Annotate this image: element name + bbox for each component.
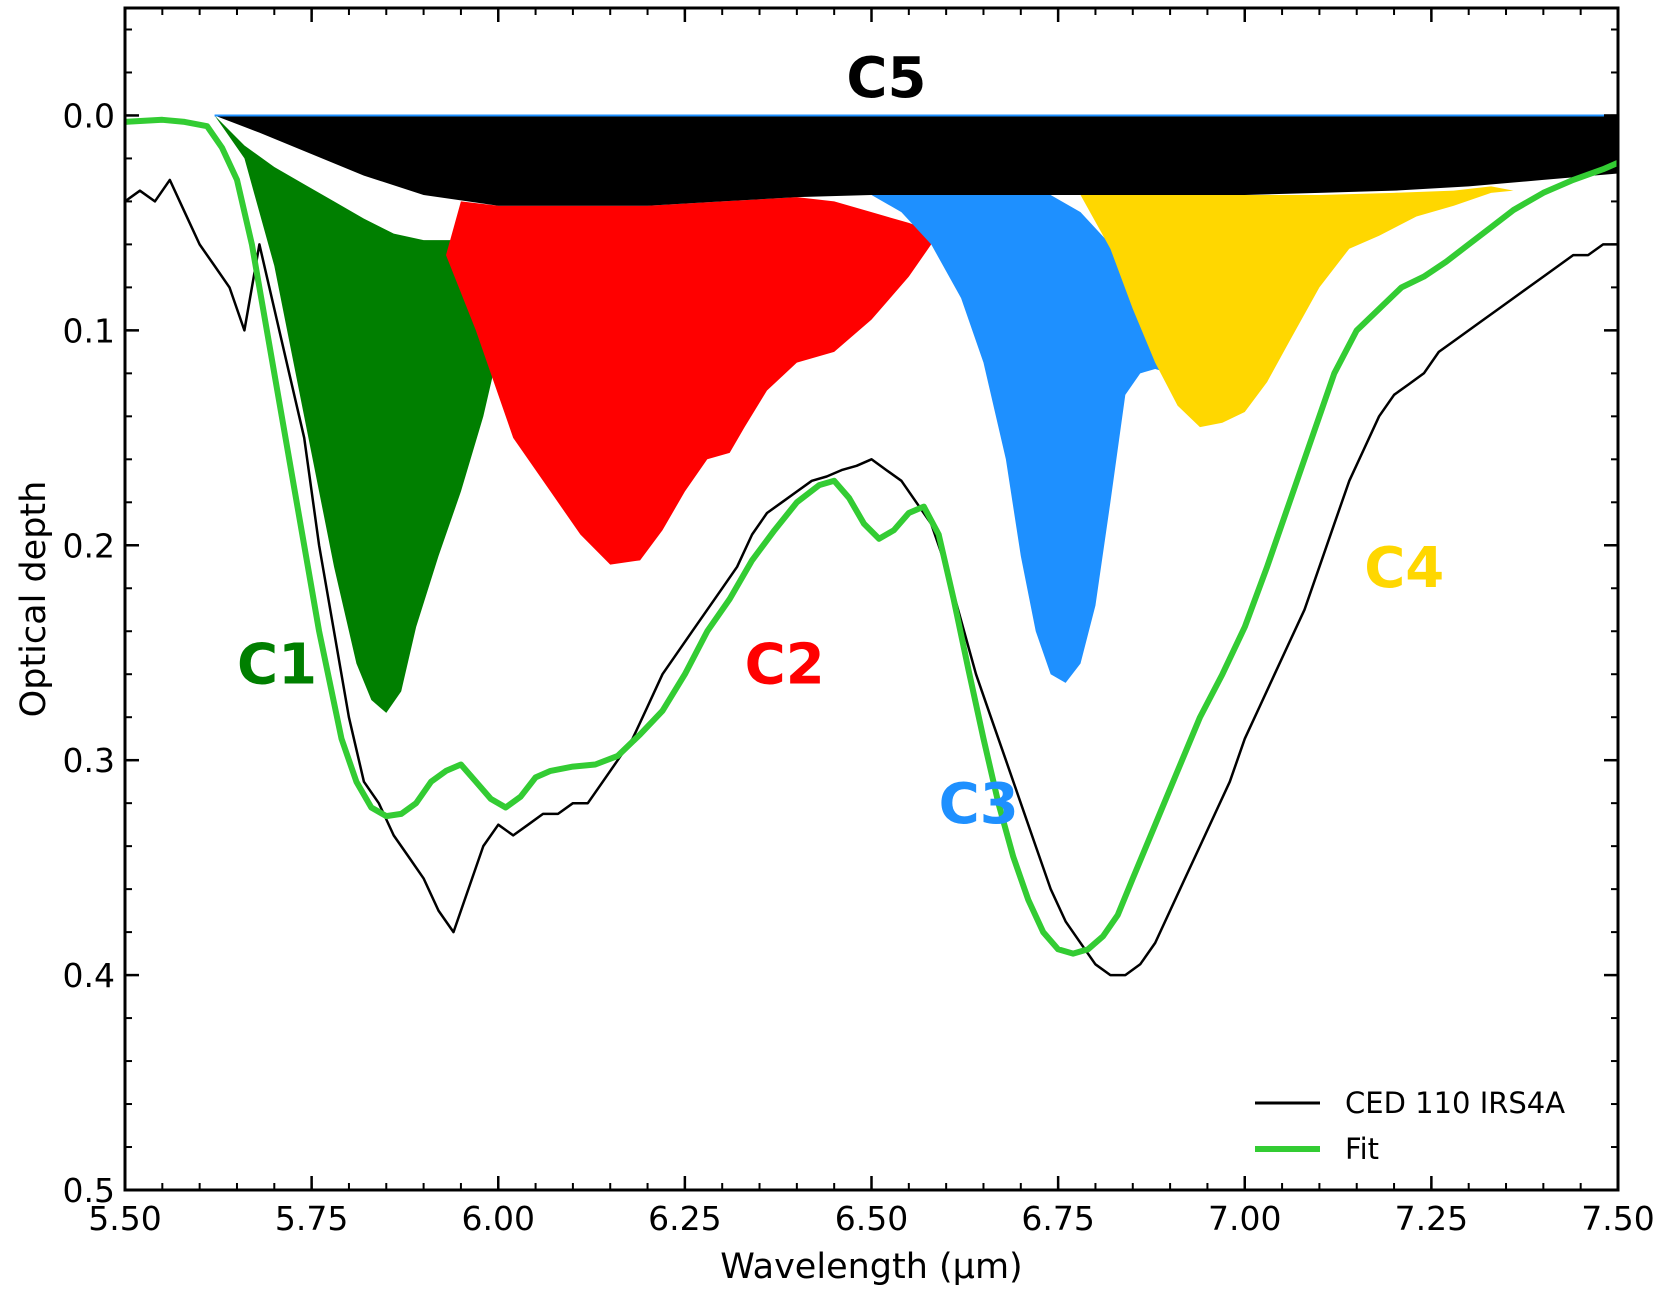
x-tick-label: 7.25 xyxy=(1395,1199,1468,1238)
component-c4-area xyxy=(1080,186,1514,428)
y-tick-label: 0.3 xyxy=(63,741,115,780)
y-tick-label: 0.1 xyxy=(63,311,115,350)
component-label-c1: C1 xyxy=(237,632,317,697)
component-label-c2: C2 xyxy=(745,632,825,697)
x-tick-label: 5.50 xyxy=(88,1199,161,1238)
x-tick-label: 6.25 xyxy=(648,1199,721,1238)
x-tick-label: 6.75 xyxy=(1021,1199,1094,1238)
x-tick-label: 6.50 xyxy=(835,1199,908,1238)
component-labels: C5 C1 C2 C3 C4 xyxy=(237,46,1444,837)
fit-line xyxy=(124,116,1620,957)
legend-label: Fit xyxy=(1345,1132,1379,1166)
series-layer xyxy=(124,116,1620,977)
axis-ticks: 5.50 5.75 6.00 6.25 6.50 6.75 7.00 7.25 7.50 0.0 0… xyxy=(63,8,1655,1238)
component-label-c5: C5 xyxy=(846,46,926,111)
component-label-c3: C3 xyxy=(939,772,1019,837)
y-tick-label: 0.5 xyxy=(63,1171,115,1210)
component-label-c4: C4 xyxy=(1364,536,1444,601)
x-tick-label: 5.75 xyxy=(275,1199,348,1238)
y-tick-label: 0.2 xyxy=(63,526,115,565)
components-layer xyxy=(214,114,1619,713)
component-c2-area xyxy=(445,197,939,565)
x-axis-title: Wavelength (μm) xyxy=(720,1247,1022,1287)
component-c3-area xyxy=(871,194,1171,683)
component-c5-area xyxy=(214,115,1619,206)
x-tick-label: 7.00 xyxy=(1208,1199,1281,1238)
y-tick-label: 0.4 xyxy=(63,956,115,995)
legend-label: CED 110 IRS4A xyxy=(1345,1086,1565,1120)
component-c1-area xyxy=(214,115,529,713)
legend: CED 110 IRS4A Fit xyxy=(1255,1086,1565,1166)
x-tick-label: 6.00 xyxy=(462,1199,535,1238)
spectrum-line xyxy=(124,178,1618,977)
y-tick-label: 0.0 xyxy=(63,96,115,135)
y-axis-title: Optical depth xyxy=(14,481,54,718)
x-tick-label: 7.50 xyxy=(1581,1199,1654,1238)
